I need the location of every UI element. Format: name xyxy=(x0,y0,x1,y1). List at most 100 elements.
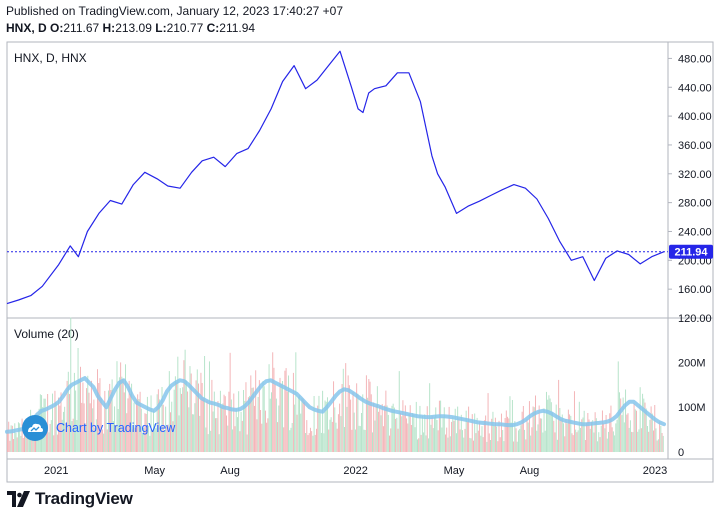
volume-bar xyxy=(634,409,636,452)
volume-bar xyxy=(412,413,414,452)
volume-bar xyxy=(161,387,163,452)
volume-bar xyxy=(336,428,338,452)
volume-bar xyxy=(601,410,603,452)
volume-bar xyxy=(404,405,406,452)
volume-bar xyxy=(521,411,523,452)
volume-bar xyxy=(583,410,585,452)
volume-bar xyxy=(451,421,453,452)
volume-bar xyxy=(531,427,533,452)
volume-bar xyxy=(211,379,213,452)
volume-bar xyxy=(552,412,554,452)
volume-bar xyxy=(8,421,10,452)
volume-bar xyxy=(107,390,109,452)
volume-bar xyxy=(219,390,221,452)
open-label: O: xyxy=(50,21,64,35)
volume-bar xyxy=(72,418,74,452)
volume-pane-title: Volume (20) xyxy=(14,327,79,341)
volume-bar xyxy=(217,401,219,452)
volume-bar xyxy=(643,398,645,452)
volume-bar xyxy=(648,431,650,452)
volume-bar xyxy=(81,402,83,452)
volume-bar xyxy=(524,429,526,452)
volume-bar xyxy=(368,379,370,452)
volume-bar xyxy=(662,435,664,452)
volume-tick-label: 200M xyxy=(678,357,706,369)
volume-bar xyxy=(589,428,591,452)
volume-bar xyxy=(305,433,307,452)
volume-bar xyxy=(154,424,156,452)
high-value: 213.09 xyxy=(115,21,152,35)
volume-bar xyxy=(483,420,485,452)
volume-bar xyxy=(296,414,298,452)
volume-bar xyxy=(475,433,477,452)
volume-bar xyxy=(111,379,113,452)
volume-bar xyxy=(126,413,128,452)
volume-bar xyxy=(218,434,220,452)
volume-bar xyxy=(274,384,276,452)
volume-bar xyxy=(236,417,238,452)
volume-bar xyxy=(340,416,342,452)
volume-bar xyxy=(54,390,56,452)
price-tick-label: 400.00 xyxy=(678,111,712,123)
volume-bar xyxy=(661,433,663,452)
volume-bar xyxy=(345,363,347,452)
volume-bar xyxy=(103,433,105,452)
volume-bar xyxy=(605,415,607,452)
volume-bar xyxy=(151,430,153,452)
time-tick-label: 2023 xyxy=(643,465,667,477)
volume-bar xyxy=(9,440,11,452)
volume-bar xyxy=(157,389,159,452)
volume-bar xyxy=(414,427,416,452)
volume-bar xyxy=(445,434,446,452)
volume-bar xyxy=(331,421,333,452)
volume-bar xyxy=(27,430,29,452)
volume-bar xyxy=(572,435,574,452)
volume-bar xyxy=(50,420,52,452)
volume-bar xyxy=(392,403,394,452)
volume-bar xyxy=(390,428,392,452)
volume-bar xyxy=(458,418,460,452)
volume-bar xyxy=(334,407,336,452)
volume-bar xyxy=(365,375,367,452)
volume-bars xyxy=(7,317,664,452)
volume-bar xyxy=(656,440,658,452)
volume-bar xyxy=(53,435,55,452)
volume-bar xyxy=(316,428,317,452)
tradingview-logo-icon xyxy=(7,491,30,507)
volume-bar xyxy=(249,395,251,452)
volume-bar xyxy=(120,362,122,452)
volume-bar xyxy=(591,421,592,452)
volume-bar xyxy=(592,420,594,452)
volume-bar xyxy=(311,431,313,452)
volume-bar xyxy=(93,399,95,452)
volume-bar xyxy=(372,432,373,452)
volume-bar xyxy=(620,398,622,452)
volume-bar xyxy=(171,401,173,452)
volume-bar xyxy=(413,414,415,452)
volume-bar xyxy=(289,430,291,452)
volume-bar xyxy=(55,402,57,452)
volume-bar xyxy=(190,373,192,452)
volume-bar xyxy=(198,383,199,452)
volume-bar xyxy=(142,434,144,452)
time-tick-label: Aug xyxy=(520,465,540,477)
volume-bar xyxy=(490,440,491,452)
volume-bar xyxy=(19,423,21,452)
volume-bar xyxy=(173,389,175,452)
volume-bar xyxy=(618,392,620,452)
volume-bar xyxy=(482,437,484,452)
volume-bar xyxy=(28,429,30,452)
volume-bar xyxy=(257,397,259,452)
footer-brand[interactable]: TradingView xyxy=(7,487,133,511)
volume-bar xyxy=(94,427,96,452)
volume-bar xyxy=(442,417,444,452)
volume-bar xyxy=(45,427,47,452)
volume-bar xyxy=(457,406,459,452)
volume-bar xyxy=(228,391,230,452)
volume-bar xyxy=(508,418,510,452)
volume-bar xyxy=(577,430,579,452)
volume-bar xyxy=(144,413,146,452)
volume-bar xyxy=(207,434,209,452)
volume-bar xyxy=(77,348,79,452)
